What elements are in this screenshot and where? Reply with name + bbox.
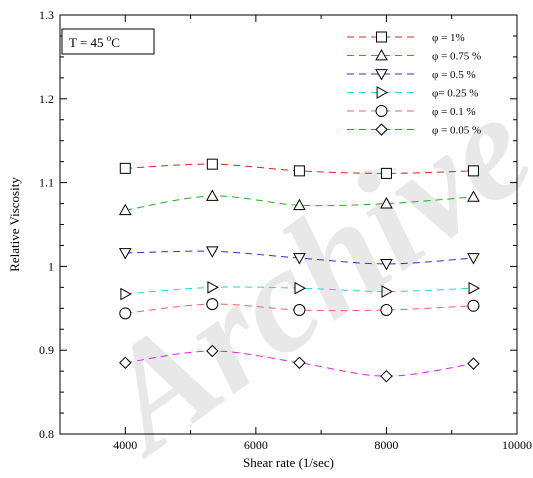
legend-entry-5: φ = 0.1 % [347,105,476,118]
series-line [125,195,474,211]
legend-label: φ = 0.1 % [432,106,476,118]
x-tick-label: 6000 [244,438,268,452]
data-point [206,158,218,170]
legend-entry-6: φ = 0.05 % [347,123,481,137]
annotation-text: T = 45 oC [69,33,120,50]
data-point [118,248,132,260]
legend-label: φ = 1% [432,32,465,44]
data-point [206,344,219,358]
data-point [380,369,393,383]
legend-swatch-marker [376,86,389,99]
data-point [380,258,393,271]
data-point [293,253,306,265]
x-axis-label: Shear rate (1/sec) [243,455,334,470]
series-line [125,350,474,377]
x-tick-label: 4000 [113,438,137,452]
data-point [294,281,306,295]
legend-swatch-marker [375,69,388,81]
data-point [293,165,305,177]
data-point [120,287,132,301]
data-point [467,299,480,312]
series-3 [118,246,480,271]
data-point [380,303,393,316]
series-6 [119,344,480,383]
legend-label: φ = 0.05 % [432,125,481,137]
series-2 [118,189,480,216]
y-tick-label: 1.1 [39,176,54,190]
annotation-prefix: T = 45 [69,35,107,50]
annotation-degree: o [107,33,112,43]
data-point [118,203,132,216]
legend-entry-3: φ = 0.5 % [347,69,476,81]
y-axis-label: Relative Viscosity [7,177,22,272]
y-tick-label: 1 [48,259,54,273]
y-tick-label: 0.8 [39,427,54,441]
annotation-box [61,28,155,55]
data-point [380,197,393,209]
data-point [293,303,306,316]
data-point [467,253,480,265]
y-tick-label: 1.3 [39,8,54,22]
data-point [381,285,393,298]
annotation-layer: T = 45 oC [61,28,155,55]
series-1 [119,158,479,179]
data-point [207,281,219,294]
legend-entry-1: φ = 1% [347,31,465,44]
legend-entry-4: φ= 0.25 % [347,86,478,100]
data-point [206,298,219,311]
x-tick-label: 8000 [374,438,398,452]
data-point [293,198,306,211]
legend-swatch-marker [375,105,388,117]
legend-layer: φ = 1% φ = 0.75 % φ = 0.5 % φ= 0.25 % φ = 0.… [347,31,481,137]
legend-swatch-marker [376,31,387,43]
data-point [119,307,132,320]
legend-label: φ = 0.5 % [432,69,476,81]
data-point [205,246,219,258]
series-layer [118,158,480,383]
data-point [467,357,480,370]
data-point [293,356,306,369]
data-point [119,162,131,174]
legend-swatch-marker [375,48,388,61]
legend-label: φ = 0.75 % [432,51,481,63]
data-point [467,165,479,177]
legend-entry-2: φ = 0.75 % [347,48,481,63]
series-4 [120,281,480,301]
data-point [468,281,480,295]
data-point [467,190,480,202]
legend-label: φ= 0.25 % [432,88,478,100]
y-tick-label: 0.9 [39,343,54,357]
axes-layer: 4000 6000 8000 10000 0.8 0.9 1 1.1 1.2 1.3 Shear r… [7,8,532,470]
y-tick-label: 1.2 [39,92,54,106]
legend-swatch-marker [375,123,388,136]
data-point [119,356,132,369]
series-5 [119,298,480,320]
annotation-unit: C [111,35,120,50]
x-tick-label: 10000 [502,438,532,452]
data-point [205,189,219,201]
data-point [380,167,392,179]
